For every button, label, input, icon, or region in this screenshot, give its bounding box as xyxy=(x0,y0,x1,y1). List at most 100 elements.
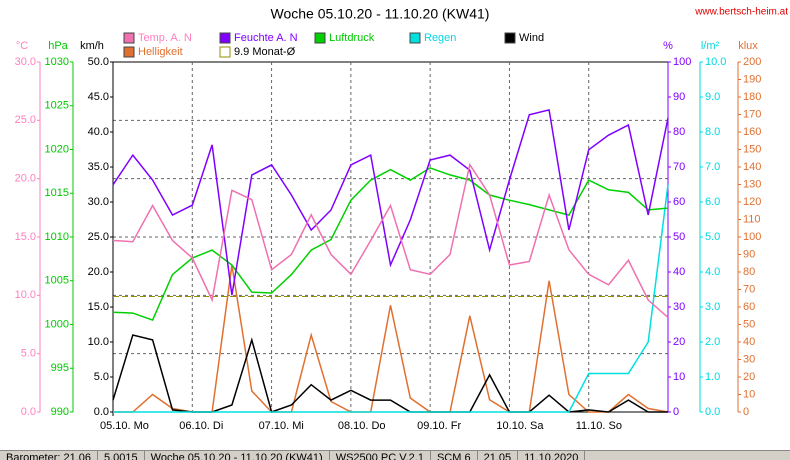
y-tick-label: 140 xyxy=(743,161,761,173)
series-line xyxy=(113,264,669,413)
y-tick-label: 20.0 xyxy=(88,266,109,278)
y-tick-label: 35.0 xyxy=(88,161,109,173)
y-tick-label: 10.0 xyxy=(15,289,36,301)
y-tick-label: 1010 xyxy=(45,231,69,243)
y-tick-label: 1020 xyxy=(45,143,69,155)
y-tick-label: 200 xyxy=(743,56,761,68)
status-cell: Barometer: 21.06 xyxy=(0,451,98,460)
y-tick-label: 50 xyxy=(743,318,755,330)
legend-swatch xyxy=(504,32,516,44)
y-tick-label: 80 xyxy=(673,126,685,138)
y-tick-label: 7.0 xyxy=(705,161,720,173)
x-tick-label: 07.10. Mi xyxy=(259,420,304,432)
y-tick-label: 30.0 xyxy=(15,56,36,68)
y-tick-label: 60 xyxy=(743,301,755,313)
y-tick-label: 990 xyxy=(51,406,69,418)
chart-title: Woche 05.10.20 - 11.10.20 (KW41) xyxy=(271,6,490,22)
legend-swatch xyxy=(219,46,231,58)
y-tick-label: 1.0 xyxy=(705,371,720,383)
y-tick-label: 120 xyxy=(743,196,761,208)
y-tick-label: 40 xyxy=(743,336,755,348)
y-tick-label: 70 xyxy=(743,283,755,295)
legend-swatch xyxy=(219,32,231,44)
legend-label: Wind xyxy=(519,32,544,44)
axis-label: km/h xyxy=(80,40,104,52)
y-tick-label: 20 xyxy=(743,371,755,383)
y-tick-label: 1030 xyxy=(45,56,69,68)
status-cell: Woche 05.10.20 - 11.10.20 (KW41) xyxy=(145,451,330,460)
y-tick-label: 70 xyxy=(673,161,685,173)
legend-label: Helligkeit xyxy=(138,46,183,58)
y-tick-label: 5.0 xyxy=(21,348,36,360)
y-tick-label: 150 xyxy=(743,143,761,155)
y-tick-label: 80 xyxy=(743,266,755,278)
y-tick-label: 2.0 xyxy=(705,336,720,348)
y-tick-label: 50 xyxy=(673,231,685,243)
x-tick-label: 09.10. Fr xyxy=(417,420,461,432)
y-tick-label: 8.0 xyxy=(705,126,720,138)
legend-swatch xyxy=(123,46,135,58)
y-tick-label: 1005 xyxy=(45,275,69,287)
y-tick-label: 5.0 xyxy=(705,231,720,243)
y-tick-label: 40.0 xyxy=(88,126,109,138)
y-tick-label: 130 xyxy=(743,178,761,190)
y-tick-label: 110 xyxy=(743,213,761,225)
y-tick-label: 90 xyxy=(673,91,685,103)
y-tick-label: 170 xyxy=(743,108,761,120)
y-tick-label: 1025 xyxy=(45,100,69,112)
y-tick-label: 20 xyxy=(673,336,685,348)
status-cell: 5.0015 xyxy=(98,451,145,460)
source: www.bertsch-heim.at xyxy=(694,7,788,18)
y-tick-label: 4.0 xyxy=(705,266,720,278)
y-tick-label: 40 xyxy=(673,266,685,278)
y-tick-label: 995 xyxy=(51,362,69,374)
y-tick-label: 0 xyxy=(673,406,679,418)
legend-label: Regen xyxy=(424,32,456,44)
y-tick-label: 0.0 xyxy=(94,406,109,418)
y-tick-label: 90 xyxy=(743,248,755,260)
status-cell: SCM 6 xyxy=(431,451,478,460)
status-cell: WS2500 PC V.2.1 xyxy=(330,451,431,460)
series-line xyxy=(112,167,669,322)
y-tick-label: 10.0 xyxy=(705,56,726,68)
y-tick-label: 160 xyxy=(743,126,761,138)
y-tick-label: 20.0 xyxy=(15,173,36,185)
status-bar: Barometer: 21.06 5.0015 Woche 05.10.20 - 1… xyxy=(0,450,790,460)
x-tick-label: 06.10. Di xyxy=(179,420,223,432)
chart: Woche 05.10.20 - 11.10.20 (KW41) www.ber… xyxy=(15,6,789,432)
y-tick-label: 0.0 xyxy=(705,406,720,418)
y-tick-label: 0 xyxy=(743,406,749,418)
x-tick-label: 05.10. Mo xyxy=(100,420,149,432)
y-tick-label: 3.0 xyxy=(705,301,720,313)
y-tick-label: 1015 xyxy=(45,187,69,199)
series-line xyxy=(112,162,669,319)
series-line xyxy=(112,334,668,413)
y-tick-label: 10 xyxy=(673,371,685,383)
legend-label: 9.9 Monat-Ø xyxy=(234,46,296,58)
y-tick-label: 5.0 xyxy=(94,371,109,383)
y-tick-label: 6.0 xyxy=(705,196,720,208)
x-tick-label: 11.10. So xyxy=(576,420,622,432)
legend-label: Temp. A. N xyxy=(138,32,192,44)
y-tick-label: 180 xyxy=(743,91,761,103)
y-tick-label: 10.0 xyxy=(88,336,109,348)
axis-label: hPa xyxy=(48,40,68,52)
y-tick-label: 30.0 xyxy=(88,196,109,208)
y-tick-label: 9.0 xyxy=(705,91,720,103)
legend-swatch xyxy=(123,32,135,44)
y-tick-label: 1000 xyxy=(45,318,69,330)
legend-label: Feuchte A. N xyxy=(234,32,298,44)
y-tick-label: 15.0 xyxy=(88,301,109,313)
y-tick-label: 50.0 xyxy=(88,56,109,68)
legend-swatch xyxy=(409,32,421,44)
axis-label: °C xyxy=(16,40,28,52)
legend-label: Luftdruck xyxy=(329,32,375,44)
legend-swatch xyxy=(314,32,326,44)
y-tick-label: 10 xyxy=(743,388,755,400)
y-tick-label: 0.0 xyxy=(21,406,36,418)
axis-label: klux xyxy=(738,40,758,52)
y-tick-label: 100 xyxy=(673,56,691,68)
axis-label: % xyxy=(663,40,673,52)
y-tick-label: 100 xyxy=(743,231,761,243)
